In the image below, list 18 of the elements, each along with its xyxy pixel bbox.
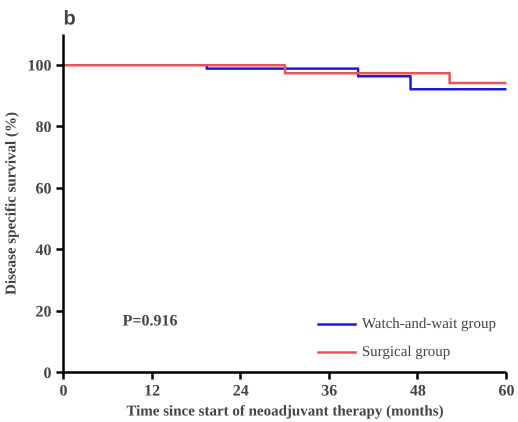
x-axis-title: Time since start of neoadjuvant therapy (months) bbox=[126, 404, 444, 420]
x-tick-label: 24 bbox=[232, 382, 249, 400]
y-tick-label: 0 bbox=[44, 365, 52, 382]
y-tick-label: 100 bbox=[28, 58, 52, 75]
y-tick-label: 40 bbox=[36, 242, 52, 260]
x-tick-label: 0 bbox=[60, 382, 68, 400]
x-tick-label: 60 bbox=[498, 382, 514, 400]
y-tick-label: 20 bbox=[36, 304, 52, 321]
chart-title: b bbox=[64, 8, 76, 30]
legend-label: Watch-and-wait group bbox=[362, 316, 496, 332]
legend-label: Surgical group bbox=[362, 344, 450, 360]
x-tick-label: 12 bbox=[144, 382, 160, 400]
y-axis-title: Disease specific survival (%) bbox=[4, 112, 20, 295]
y-tick-label: 80 bbox=[36, 119, 52, 136]
annotation: P=0.916 bbox=[122, 312, 178, 330]
y-tick-label: 60 bbox=[36, 180, 52, 198]
x-tick-label: 48 bbox=[410, 382, 426, 400]
x-tick-label: 36 bbox=[321, 382, 338, 400]
